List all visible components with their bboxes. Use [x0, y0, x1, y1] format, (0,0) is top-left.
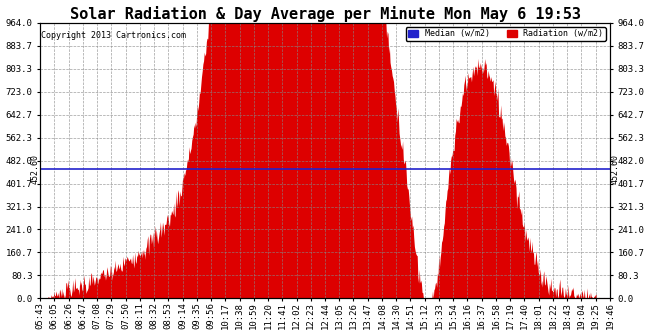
Text: 452.60: 452.60 [610, 154, 619, 184]
Title: Solar Radiation & Day Average per Minute Mon May 6 19:53: Solar Radiation & Day Average per Minute… [70, 6, 580, 21]
Legend: Median (w/m2), Radiation (w/m2): Median (w/m2), Radiation (w/m2) [406, 27, 606, 41]
Text: Copyright 2013 Cartronics.com: Copyright 2013 Cartronics.com [41, 31, 186, 40]
Text: 452.60: 452.60 [31, 154, 40, 184]
